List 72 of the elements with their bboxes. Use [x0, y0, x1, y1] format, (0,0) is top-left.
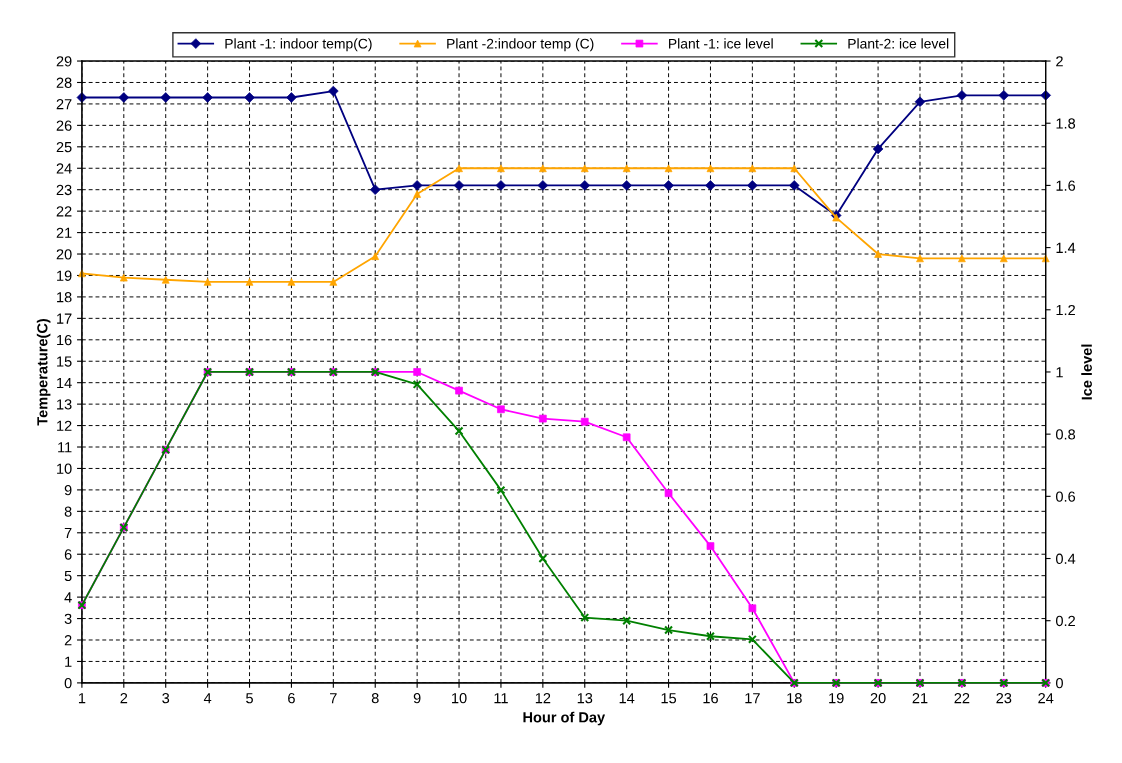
y-tick-label: 5	[64, 570, 72, 582]
y-tick-label: 6	[64, 549, 72, 560]
y-tick-label: 16	[57, 334, 72, 346]
y-tick-label: 15	[57, 356, 72, 367]
x-tick-label: 12	[535, 692, 551, 704]
y-tick-label: 13	[57, 399, 72, 410]
x-tick-label: 13	[577, 692, 593, 704]
y-tick-label: 3	[64, 613, 72, 624]
y-tick-label: 12	[57, 420, 72, 431]
x-tick-label: 3	[162, 692, 170, 704]
x-tick-label: 15	[661, 693, 677, 704]
y-tick-label: 8	[64, 506, 72, 517]
y-tick-label: 4	[64, 592, 72, 603]
y2-axis-title: Ice level	[1081, 344, 1092, 400]
y-tick-label: 25	[56, 141, 72, 153]
y2-tick-label: 0.8	[1056, 429, 1076, 440]
y-tick-label: 20	[56, 249, 72, 260]
y2-tick-label: 0	[1056, 677, 1063, 689]
y-tick-label: 14	[57, 377, 72, 388]
y-tick-label: 19	[57, 270, 72, 281]
x-tick-label: 6	[288, 692, 295, 704]
x-tick-label: 21	[912, 692, 928, 704]
y-tick-label: 7	[64, 528, 72, 539]
x-tick-label: 5	[246, 693, 253, 704]
x-tick-label: 17	[745, 693, 760, 704]
y-tick-label: 2	[64, 635, 72, 646]
y-tick-label: 18	[57, 292, 72, 303]
y2-tick-label: 0.4	[1056, 553, 1076, 564]
x-tick-label: 10	[452, 692, 467, 704]
y-tick-label: 10	[57, 463, 72, 474]
y-tick-label: 9	[64, 485, 72, 496]
x-tick-label: 23	[996, 692, 1012, 704]
y2-tick-label: 0.6	[1056, 491, 1076, 502]
y2-tick-label: 2	[1056, 56, 1063, 67]
x-tick-label: 7	[330, 693, 337, 704]
y-tick-label: 27	[56, 99, 72, 110]
y-tick-label: 22	[56, 206, 72, 217]
y2-tick-label: 1.8	[1056, 118, 1076, 129]
x-tick-label: 18	[787, 692, 802, 704]
x-tick-label: 4	[203, 693, 212, 704]
y-tick-label: 23	[56, 184, 72, 196]
x-axis-title: Hour of Day	[523, 711, 606, 726]
y-tick-label: 28	[56, 77, 72, 88]
y-tick-label: 11	[58, 442, 72, 453]
y-tick-label: 0	[64, 677, 72, 689]
y2-tick-label: 1.4	[1056, 242, 1076, 253]
y-tick-label: 24	[56, 163, 72, 174]
y-tick-label: 17	[57, 313, 72, 324]
legend-label: Plant -2:indoor temp (C)	[447, 38, 594, 52]
x-tick-label: 14	[619, 693, 635, 704]
y-axis-title: Temperature(C)	[36, 318, 51, 426]
y2-tick-label: 1	[1056, 367, 1063, 378]
x-tick-label: 24	[1038, 692, 1054, 704]
x-tick-label: 16	[703, 692, 718, 704]
x-tick-label: 8	[371, 692, 379, 704]
x-tick-label: 19	[829, 692, 844, 704]
x-tick-label: 9	[413, 692, 421, 704]
legend-label: Plant-2: ice level	[848, 38, 949, 49]
y-tick-label: 29	[56, 56, 72, 67]
y-tick-label: 26	[56, 120, 72, 131]
y2-tick-label: 1.6	[1056, 180, 1076, 191]
y-tick-label: 1	[65, 656, 72, 667]
legend-label: Plant -1: indoor temp(C)	[225, 38, 372, 52]
x-tick-label: 2	[120, 692, 128, 704]
y2-tick-label: 1.2	[1056, 304, 1075, 316]
x-tick-label: 22	[954, 692, 970, 704]
x-tick-label: 20	[870, 692, 886, 704]
legend-label: Plant -1: ice level	[669, 38, 773, 49]
y2-tick-label: 0.2	[1056, 615, 1075, 627]
x-tick-label: 11	[494, 693, 508, 704]
x-tick-label: 1	[78, 693, 86, 704]
y-tick-label: 21	[56, 227, 72, 238]
